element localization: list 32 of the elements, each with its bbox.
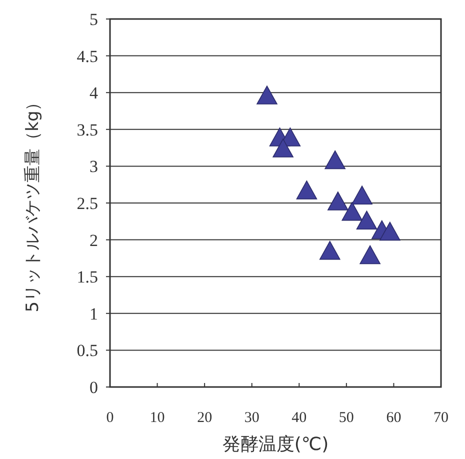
y-tick-label: 2.5 xyxy=(76,194,98,213)
point xyxy=(356,210,378,230)
point xyxy=(380,222,400,241)
y-tick-label: 2 xyxy=(90,230,98,250)
y-tick-label: 4 xyxy=(90,84,98,103)
point xyxy=(324,150,346,170)
point xyxy=(272,138,294,158)
point xyxy=(328,192,348,210)
point xyxy=(342,202,363,221)
y-tick-label: 3.5 xyxy=(76,120,98,140)
point xyxy=(352,186,372,205)
point xyxy=(360,245,380,264)
x-tick-label: 20 xyxy=(197,410,212,426)
y-tick-label: 5 xyxy=(90,10,98,29)
y-tick-label: 0.5 xyxy=(76,341,98,360)
y-tick-label: 1.5 xyxy=(76,268,98,287)
x-tick-label: 40 xyxy=(292,410,307,426)
x-axis-title: 発酵温度(℃) xyxy=(222,434,329,455)
x-tick-label: 30 xyxy=(244,410,260,426)
x-tick-label: 10 xyxy=(150,410,165,426)
y-tick-label: 1 xyxy=(90,304,98,324)
x-tick-label: 0 xyxy=(106,410,114,426)
point xyxy=(319,240,340,260)
point xyxy=(256,86,278,104)
point xyxy=(296,180,318,200)
x-tick-label: 50 xyxy=(338,410,354,426)
y-tick-label: 3 xyxy=(90,157,98,176)
y-tick-label: 0 xyxy=(90,378,98,397)
x-tick-label: 60 xyxy=(386,410,402,426)
y-axis-title: 5リットルバケツ重量（kg） xyxy=(23,94,43,312)
y-tick-label: 4.5 xyxy=(76,46,98,66)
x-tick-label: 70 xyxy=(434,410,448,426)
